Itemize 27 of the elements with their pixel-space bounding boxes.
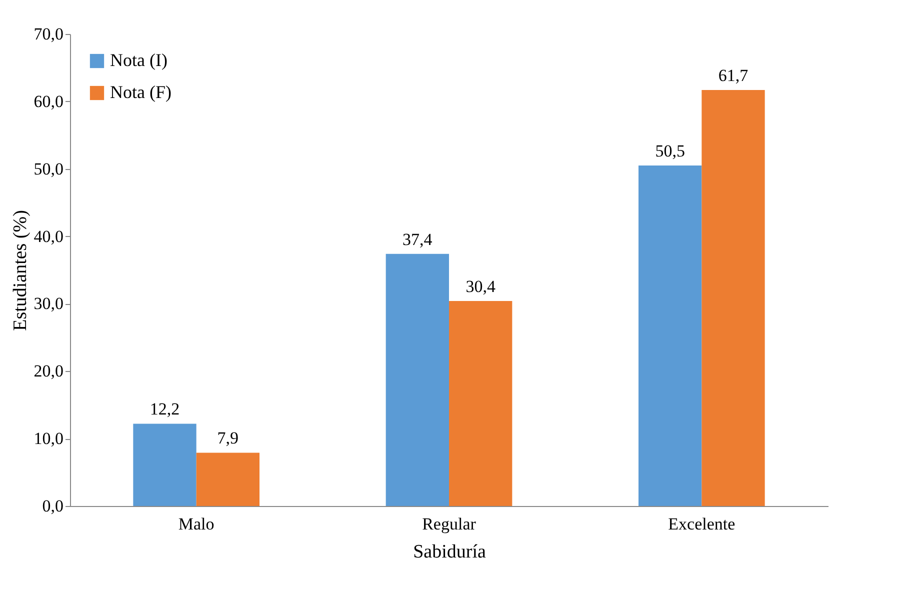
bar [196, 452, 260, 506]
x-tick-label: Excelente [668, 514, 736, 534]
x-axis-title: Sabiduría [413, 542, 486, 562]
y-tick-label: 20,0 [34, 362, 64, 381]
bar [449, 301, 512, 506]
bar [702, 90, 765, 506]
y-tick-label: 40,0 [34, 226, 64, 246]
data-label: 37,4 [402, 230, 433, 249]
legend-label: Nota (F) [110, 82, 172, 102]
data-label: 7,9 [217, 428, 239, 448]
x-tick-label: Regular [422, 514, 476, 534]
y-tick-label: 60,0 [34, 92, 64, 111]
y-tick-label: 30,0 [34, 294, 64, 314]
y-tick-label: 10,0 [34, 429, 64, 448]
legend-label: Nota (I) [110, 50, 168, 70]
data-label: 61,7 [718, 66, 749, 85]
data-label: 12,2 [150, 400, 180, 419]
data-label: 30,4 [466, 277, 496, 296]
y-tick-label: 0,0 [42, 496, 64, 516]
x-tick-label: Malo [178, 514, 214, 534]
bar [386, 254, 449, 506]
y-axis-title: Estudiantes (%) [10, 210, 31, 331]
y-tick-label: 70,0 [34, 24, 64, 44]
bar [638, 165, 702, 506]
bar [133, 424, 196, 506]
y-tick-label: 50,0 [34, 159, 64, 178]
data-label: 50,5 [655, 141, 685, 160]
